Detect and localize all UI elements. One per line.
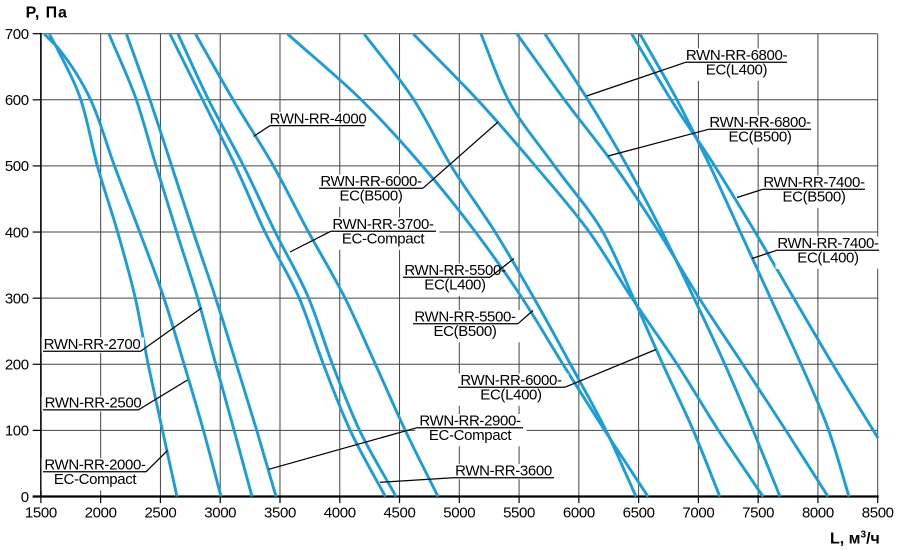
svg-text:1500: 1500 xyxy=(25,505,57,522)
svg-text:RWN-RR-2900-: RWN-RR-2900- xyxy=(419,413,521,430)
svg-text:RWN-RR-3600: RWN-RR-3600 xyxy=(455,463,552,480)
svg-text:EC(B500): EC(B500) xyxy=(782,189,845,206)
svg-text:Р, Па: Р, Па xyxy=(26,5,68,22)
svg-text:EC(L400): EC(L400) xyxy=(706,62,768,79)
svg-text:7500: 7500 xyxy=(742,505,774,522)
svg-text:3000: 3000 xyxy=(204,505,236,522)
svg-text:4500: 4500 xyxy=(384,505,416,522)
svg-text:300: 300 xyxy=(5,291,29,308)
svg-text:0: 0 xyxy=(21,489,29,506)
svg-text:500: 500 xyxy=(5,158,29,175)
svg-text:EC-Compact: EC-Compact xyxy=(54,471,138,488)
svg-text:100: 100 xyxy=(5,423,29,440)
svg-text:RWN-RR-5500-: RWN-RR-5500- xyxy=(414,309,516,326)
svg-text:7000: 7000 xyxy=(682,505,714,522)
svg-text:RWN-RR-6800-: RWN-RR-6800- xyxy=(686,47,788,64)
svg-text:4000: 4000 xyxy=(324,505,356,522)
svg-text:8000: 8000 xyxy=(802,505,834,522)
svg-text:200: 200 xyxy=(5,357,29,374)
svg-text:EC(B500): EC(B500) xyxy=(728,129,791,146)
svg-text:8500: 8500 xyxy=(862,505,894,522)
svg-text:EC(L400): EC(L400) xyxy=(424,277,486,294)
svg-text:600: 600 xyxy=(5,92,29,109)
svg-text:RWN-RR-2000-: RWN-RR-2000- xyxy=(44,457,146,474)
svg-text:RWN-RR-7400-: RWN-RR-7400- xyxy=(777,235,879,252)
svg-text:5500: 5500 xyxy=(503,505,535,522)
svg-text:6000: 6000 xyxy=(563,505,595,522)
svg-text:6500: 6500 xyxy=(623,505,655,522)
svg-text:2500: 2500 xyxy=(144,505,176,522)
svg-text:RWN-RR-7400-: RWN-RR-7400- xyxy=(763,174,865,191)
svg-text:EC(L400): EC(L400) xyxy=(480,387,542,404)
svg-text:400: 400 xyxy=(5,224,29,241)
svg-text:EC-Compact: EC-Compact xyxy=(429,427,513,444)
svg-text:RWN-RR-6000-: RWN-RR-6000- xyxy=(320,173,422,190)
svg-text:700: 700 xyxy=(5,26,29,43)
svg-text:RWN-RR-5500-: RWN-RR-5500- xyxy=(404,262,506,279)
svg-text:5000: 5000 xyxy=(443,505,475,522)
svg-text:RWN-RR-2700: RWN-RR-2700 xyxy=(44,336,141,353)
svg-text:L, м3/ч: L, м3/ч xyxy=(830,530,880,548)
svg-text:RWN-RR-6800-: RWN-RR-6800- xyxy=(709,114,811,131)
svg-text:EC(B500): EC(B500) xyxy=(433,323,496,340)
svg-text:EC(L400): EC(L400) xyxy=(797,250,859,267)
svg-text:RWN-RR-3700-: RWN-RR-3700- xyxy=(332,216,434,233)
svg-text:EC(B500): EC(B500) xyxy=(339,188,402,205)
svg-text:RWN-RR-4000: RWN-RR-4000 xyxy=(270,110,367,127)
svg-text:3500: 3500 xyxy=(264,505,296,522)
svg-text:EC-Compact: EC-Compact xyxy=(342,231,426,248)
svg-text:RWN-RR-2500: RWN-RR-2500 xyxy=(45,395,142,412)
svg-text:2000: 2000 xyxy=(85,505,117,522)
svg-text:RWN-RR-6000-: RWN-RR-6000- xyxy=(460,372,562,389)
